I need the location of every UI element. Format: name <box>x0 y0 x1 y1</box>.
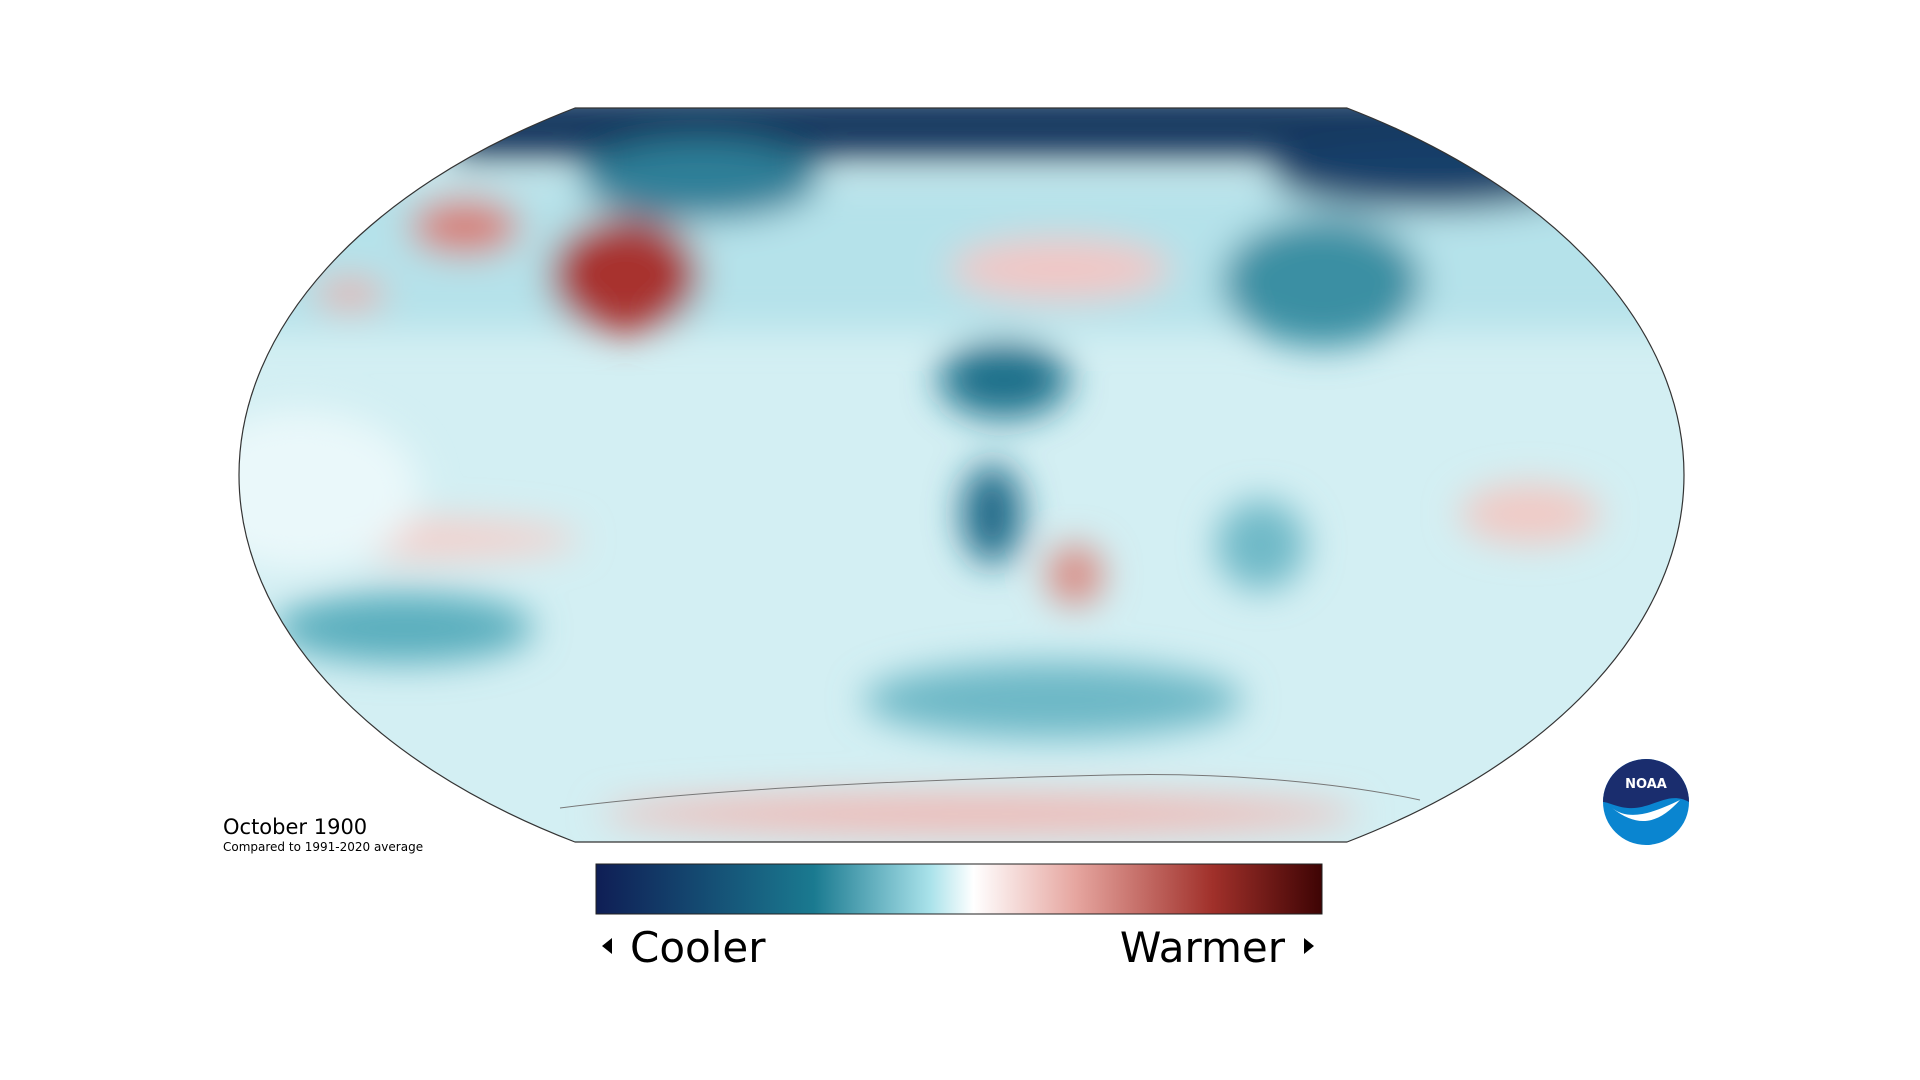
anomaly-map <box>239 108 1684 842</box>
left-arrow <box>602 938 612 954</box>
color-scale <box>595 863 1323 915</box>
legend-high: Warmer <box>1120 923 1286 972</box>
coastline <box>559 774 1421 809</box>
right-arrow <box>1304 938 1314 954</box>
map-subtitle: Compared to 1991-2020 average <box>223 840 423 854</box>
map-date: October 1900 <box>223 815 367 839</box>
noaa-logo: NOAA <box>1603 759 1689 845</box>
anomaly-fields <box>239 108 1684 834</box>
map-outline <box>238 107 1685 843</box>
legend-low: Cooler <box>630 923 766 972</box>
logo-text: NOAA <box>1625 777 1667 792</box>
